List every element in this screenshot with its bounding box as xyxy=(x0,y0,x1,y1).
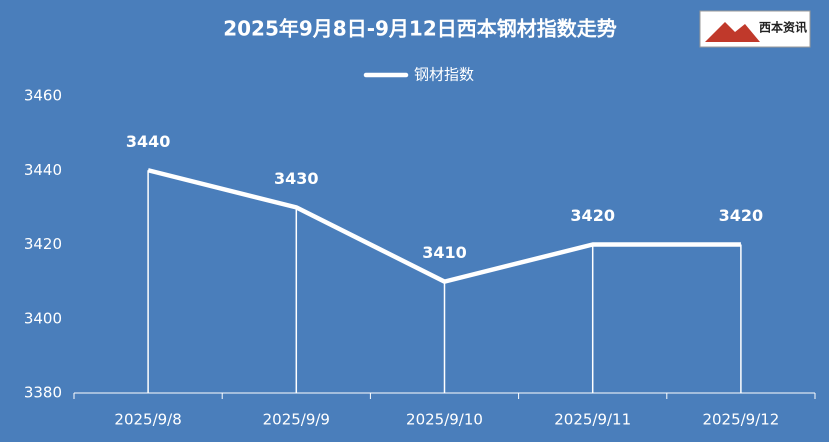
data-label: 3420 xyxy=(570,206,615,225)
legend-label: 钢材指数 xyxy=(414,66,474,84)
data-label: 3410 xyxy=(422,243,467,262)
x-tick-label: 2025/9/9 xyxy=(263,411,330,429)
data-label: 3420 xyxy=(719,206,764,225)
y-tick-label: 3400 xyxy=(24,309,62,327)
chart-title: 2025年9月8日-9月12日西本钢材指数走势 xyxy=(223,17,617,41)
logo-mountain xyxy=(705,22,760,42)
data-label: 3430 xyxy=(274,169,319,188)
line xyxy=(147,168,741,284)
y-tick-label: 3420 xyxy=(24,235,62,253)
x-tick-label: 2025/9/10 xyxy=(406,411,483,429)
y-tick-label: 3460 xyxy=(24,87,62,105)
y-tick-label: 3440 xyxy=(24,161,62,179)
x-tick-label: 2025/9/8 xyxy=(114,411,181,429)
x-tick-label: 2025/9/11 xyxy=(554,411,631,429)
logo: 西本资讯 xyxy=(699,10,811,48)
data-label: 3440 xyxy=(126,132,171,151)
x-tick-label: 2025/9/12 xyxy=(702,411,779,429)
y-tick-label: 3380 xyxy=(24,384,62,402)
logo-text: 西本资讯 xyxy=(759,20,807,35)
